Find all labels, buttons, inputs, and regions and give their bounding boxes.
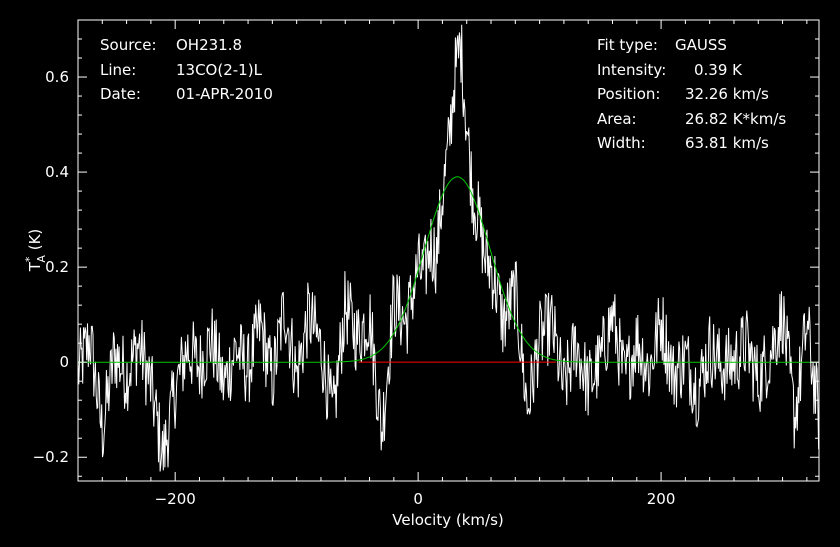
spectrum-series bbox=[77, 24, 820, 472]
x-tick-label: 0 bbox=[413, 490, 423, 508]
info-position-key: Position: bbox=[597, 85, 660, 103]
x-tick-label: −200 bbox=[155, 490, 196, 508]
x-tick-label: 200 bbox=[647, 490, 676, 508]
info-fittype-key: Fit type: bbox=[597, 36, 658, 54]
info-date-value: 01-APR-2010 bbox=[176, 85, 273, 103]
info-area-key: Area: bbox=[597, 110, 637, 128]
y-axis-label-sub: A bbox=[35, 255, 48, 263]
info-date-key: Date: bbox=[100, 85, 141, 103]
info-source-key: Source: bbox=[100, 36, 157, 54]
svg-text:T*A (K): T*A (K) bbox=[23, 229, 48, 273]
plot-frame bbox=[77, 19, 820, 482]
y-tick-label: 0.4 bbox=[45, 163, 69, 181]
y-tick-label: 0.6 bbox=[45, 68, 69, 86]
info-fittype-value: GAUSS bbox=[675, 36, 727, 54]
info-intensity-key: Intensity: bbox=[597, 61, 666, 79]
y-axis-label: T*A (K) bbox=[23, 229, 48, 273]
info-area-value: 26.82 K*km/s bbox=[685, 110, 786, 128]
info-line-value: 13CO(2-1)L bbox=[176, 61, 263, 79]
y-tick-label: 0 bbox=[59, 353, 69, 371]
data-layer bbox=[77, 24, 820, 472]
info-width-value: 63.81 km/s bbox=[685, 134, 769, 152]
info-position-value: 32.26 km/s bbox=[685, 85, 769, 103]
y-axis-label-sup: * bbox=[23, 256, 36, 262]
y-axis-label-unit: (K) bbox=[26, 229, 44, 255]
y-axis-label-main: T bbox=[26, 261, 44, 272]
info-width-key: Width: bbox=[597, 134, 646, 152]
info-left: Source: OH231.8 Line: 13CO(2-1)L Date: 0… bbox=[100, 36, 273, 103]
info-intensity-value: 0.39 K bbox=[694, 61, 743, 79]
info-line-key: Line: bbox=[100, 61, 136, 79]
y-tick-label: 0.2 bbox=[45, 258, 69, 276]
gaussian-fit-series bbox=[78, 176, 819, 363]
x-axis-label: Velocity (km/s) bbox=[392, 511, 503, 529]
info-right: Fit type: GAUSS Intensity: 0.39 K Positi… bbox=[597, 36, 786, 152]
info-source-value: OH231.8 bbox=[176, 36, 242, 54]
y-tick-label: −0.2 bbox=[33, 448, 69, 466]
ticks-layer: −200 0 200 −0.2 0 0.2 0.4 0.6 bbox=[33, 19, 819, 508]
